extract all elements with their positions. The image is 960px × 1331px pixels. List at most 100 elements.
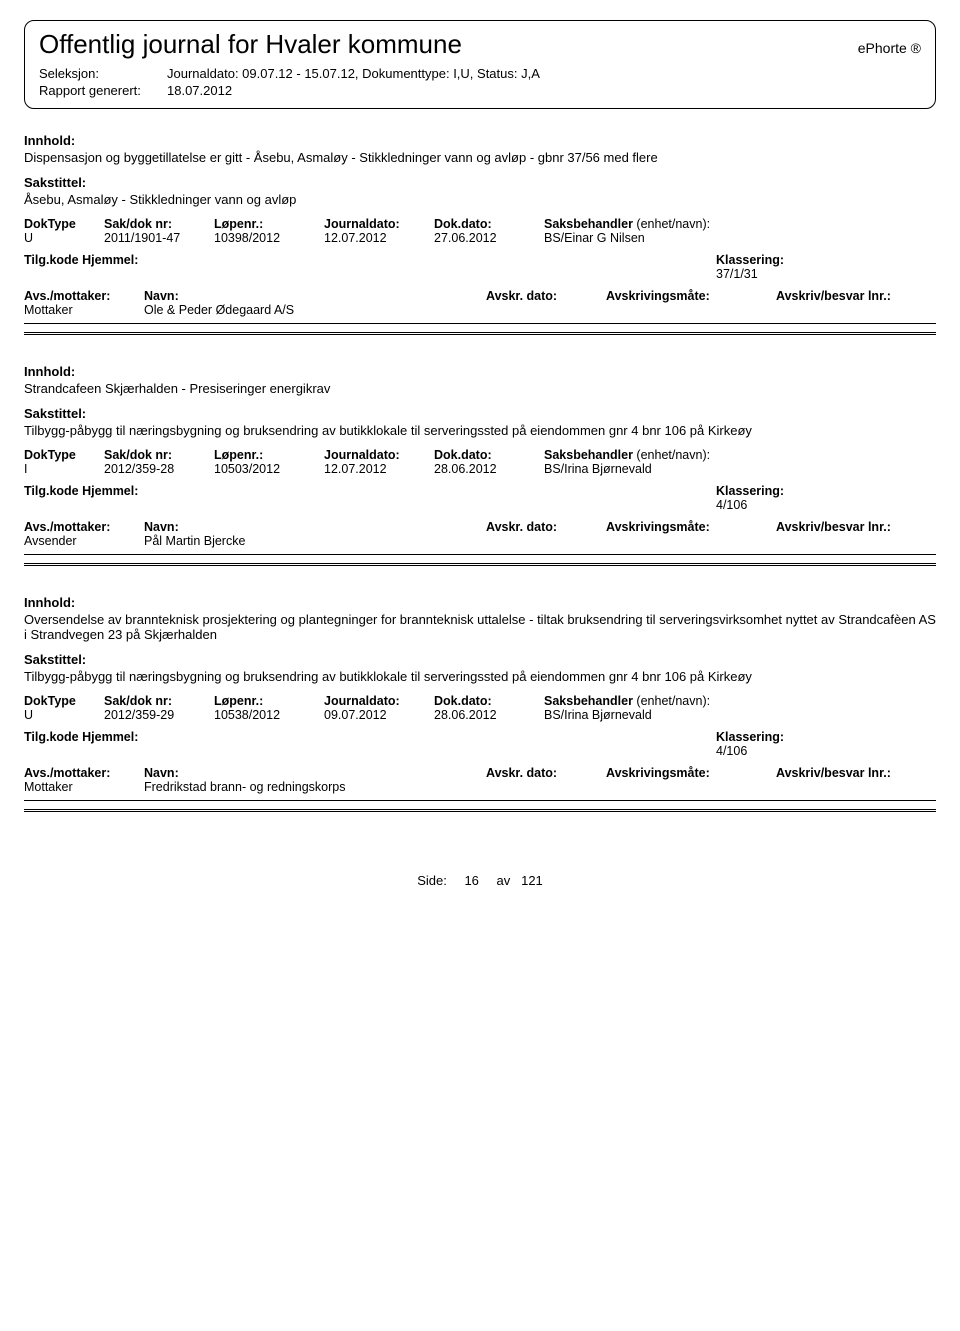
avs-header-row: Avs./mottaker: Navn: Avskr. dato: Avskri… [24,520,936,534]
innhold-label: Innhold: [24,364,936,379]
saksbehandler-val: BS/Irina Bjørnevald [544,708,936,722]
meta-table: DokType Sak/dok nr: Løpenr.: Journaldato… [24,694,936,722]
lopenr-val: 10398/2012 [214,231,324,245]
klassering-hdr: Klassering: [716,730,936,744]
saksbehandler-hdr-2: (enhet/navn): [636,448,710,462]
dokdato-val: 28.06.2012 [434,462,544,476]
avskrivingsmate-val [606,303,776,317]
header-box: Offentlig journal for Hvaler kommune ePh… [24,20,936,109]
klassering-col: Klassering: 4/106 [716,730,936,758]
sakdok-hdr: Sak/dok nr: [104,217,214,231]
tilg-empty [164,484,716,512]
tilg-empty [164,253,716,281]
tilg-empty [164,730,716,758]
journal-entry: Innhold: Oversendelse av brannteknisk pr… [24,595,936,813]
meta-table: DokType Sak/dok nr: Løpenr.: Journaldato… [24,217,936,245]
dokdato-val: 28.06.2012 [434,708,544,722]
divider-thin [24,800,936,801]
doktype-hdr: DokType [24,448,104,462]
klassering-col: Klassering: 37/1/31 [716,253,936,281]
doktype-val: U [24,708,104,722]
party-role: Avsender [24,534,144,548]
page-title-row: Offentlig journal for Hvaler kommune ePh… [39,29,921,60]
lopenr-hdr: Løpenr.: [214,217,324,231]
avskrdato-val [486,303,606,317]
tilg-row: Tilg.kode Hjemmel: Klassering: 4/106 [24,484,936,512]
sakstittel-text: Åsebu, Asmaløy - Stikkledninger vann og … [24,192,936,207]
innhold-text: Dispensasjon og byggetillatelse er gitt … [24,150,936,165]
sakdok-hdr: Sak/dok nr: [104,694,214,708]
klassering-hdr: Klassering: [716,253,936,267]
saksbehandler-val: BS/Irina Bjørnevald [544,462,936,476]
journaldato-val: 12.07.2012 [324,462,434,476]
party-name: Fredrikstad brann- og redningskorps [144,780,486,794]
sakstittel-label: Sakstittel: [24,652,936,667]
saksbehandler-val: BS/Einar G Nilsen [544,231,936,245]
seleksjon-value: Journaldato: 09.07.12 - 15.07.12, Dokume… [167,66,540,81]
doktype-val: I [24,462,104,476]
navn-hdr: Navn: [144,766,486,780]
page-number: 16 [458,873,486,888]
avs-header-row: Avs./mottaker: Navn: Avskr. dato: Avskri… [24,289,936,303]
tilgkode-hdr: Tilg.kode [24,484,79,498]
dokdato-hdr: Dok.dato: [434,448,544,462]
doktype-hdr: DokType [24,217,104,231]
divider-double [24,563,936,567]
avsmottaker-hdr: Avs./mottaker: [24,766,144,780]
journal-entry: Innhold: Strandcafeen Skjærhalden - Pres… [24,364,936,567]
hjemmel-hdr: Hjemmel: [82,253,138,267]
navn-hdr: Navn: [144,520,486,534]
sakdok-hdr: Sak/dok nr: [104,448,214,462]
divider-double [24,809,936,813]
klassering-val: 4/106 [716,744,936,758]
dokdato-hdr: Dok.dato: [434,217,544,231]
avskrivingsmate-hdr: Avskrivingsmåte: [606,289,776,303]
tilgkode-hdr: Tilg.kode [24,253,79,267]
avskrdato-val [486,534,606,548]
avskrivbesvar-hdr: Avskriv/besvar lnr.: [776,520,936,534]
party-role: Mottaker [24,303,144,317]
avsmottaker-hdr: Avs./mottaker: [24,289,144,303]
av-label: av [497,873,511,888]
klassering-val: 37/1/31 [716,267,936,281]
tilg-row: Tilg.kode Hjemmel: Klassering: 4/106 [24,730,936,758]
saksbehandler-hdr-1: Saksbehandler [544,217,633,231]
journaldato-hdr: Journaldato: [324,217,434,231]
journaldato-val: 12.07.2012 [324,231,434,245]
avskrdato-hdr: Avskr. dato: [486,289,606,303]
page-footer: Side: 16 av 121 [24,873,936,888]
sakstittel-text: Tilbygg-påbygg til næringsbygning og bru… [24,423,936,438]
innhold-label: Innhold: [24,133,936,148]
avskrdato-hdr: Avskr. dato: [486,766,606,780]
meta-table: DokType Sak/dok nr: Løpenr.: Journaldato… [24,448,936,476]
doktype-hdr: DokType [24,694,104,708]
divider-thin [24,323,936,324]
avskrivbesvar-val [776,303,936,317]
sakdok-val: 2011/1901-47 [104,231,214,245]
journal-entry: Innhold: Dispensasjon og byggetillatelse… [24,133,936,336]
lopenr-hdr: Løpenr.: [214,448,324,462]
avskrdato-val [486,780,606,794]
dokdato-hdr: Dok.dato: [434,694,544,708]
saksbehandler-hdr: Saksbehandler (enhet/navn): [544,694,936,708]
tilg-label: Tilg.kode Hjemmel: [24,730,164,758]
lopenr-val: 10538/2012 [214,708,324,722]
tilgkode-hdr: Tilg.kode [24,730,79,744]
journaldato-hdr: Journaldato: [324,694,434,708]
dokdato-val: 27.06.2012 [434,231,544,245]
sakstittel-text: Tilbygg-påbygg til næringsbygning og bru… [24,669,936,684]
avskrivingsmate-val [606,780,776,794]
party-name: Pål Martin Bjercke [144,534,486,548]
tilg-label: Tilg.kode Hjemmel: [24,484,164,512]
avskrivbesvar-val [776,534,936,548]
doktype-val: U [24,231,104,245]
navn-hdr: Navn: [144,289,486,303]
journaldato-hdr: Journaldato: [324,448,434,462]
avskrivingsmate-val [606,534,776,548]
saksbehandler-hdr-1: Saksbehandler [544,448,633,462]
party-role: Mottaker [24,780,144,794]
side-label: Side: [417,873,447,888]
saksbehandler-hdr-1: Saksbehandler [544,694,633,708]
hjemmel-hdr: Hjemmel: [82,484,138,498]
sakdok-val: 2012/359-29 [104,708,214,722]
